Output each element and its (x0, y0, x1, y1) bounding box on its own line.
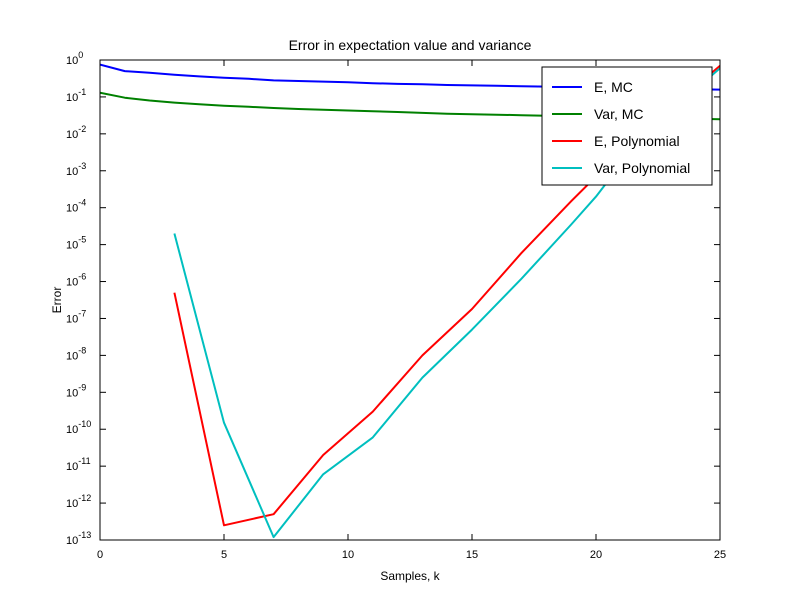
y-tick-exponent-4: -4 (78, 198, 86, 208)
y-tick-exponent-10: -10 (78, 419, 91, 429)
axes-layer: 0 5 10 15 20 2510010-110-210-310-410-510-610-… (66, 50, 726, 561)
x-tick-label-3: 15 (466, 549, 478, 561)
y-tick-exponent-2: -2 (78, 124, 86, 134)
y-tick-exponent-12: -12 (78, 493, 91, 503)
legend-label-3: Var, Polynomial (594, 160, 690, 176)
y-tick-exponent-5: -5 (78, 235, 86, 245)
x-tick-label-0: 0 (97, 549, 103, 561)
y-tick-exponent-1: -1 (78, 87, 86, 97)
legend-label-2: E, Polynomial (594, 133, 680, 149)
plot-frame (99, 59, 721, 541)
legend: E, MC Var, MC E, Polynomial Var, Polynomial (541, 66, 713, 186)
x-tick-label-1: 5 (221, 549, 227, 561)
y-tick-exponent-8: -8 (78, 345, 86, 355)
x-tick-label-4: 20 (590, 549, 602, 561)
x-tick-label-5: 25 (714, 549, 726, 561)
y-tick-exponent-13: -13 (78, 530, 91, 540)
y-tick-exponent-9: -9 (78, 382, 86, 392)
legend-label-1: Var, MC (594, 106, 644, 122)
y-tick-exponent-11: -11 (78, 456, 90, 466)
chart-title: Error in expectation value and variance (289, 37, 532, 53)
y-axis-label: Error (50, 287, 64, 314)
x-axis-label: Samples, k (380, 569, 440, 583)
legend-label-0: E, MC (594, 79, 633, 95)
y-tick-exponent-6: -6 (78, 272, 86, 282)
y-tick-exponent-3: -3 (78, 161, 86, 171)
y-tick-exponent-7: -7 (78, 308, 86, 318)
x-tick-label-2: 10 (342, 549, 354, 561)
y-tick-exponent-0: 0 (78, 50, 83, 60)
